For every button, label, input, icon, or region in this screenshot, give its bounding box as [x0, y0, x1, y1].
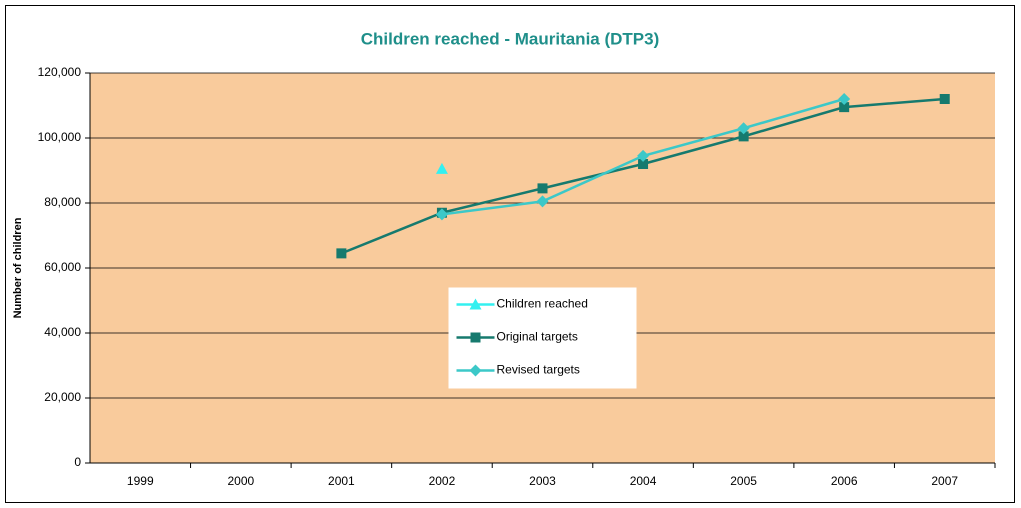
chart-title: Children reached - Mauritania (DTP3) — [361, 29, 660, 48]
y-tick-label: 0 — [74, 455, 81, 469]
marker — [838, 93, 851, 105]
y-tick-label: 120,000 — [38, 65, 82, 79]
marker — [469, 298, 482, 310]
y-tick-label: 100,000 — [38, 130, 82, 144]
x-tick-label: 2003 — [529, 474, 556, 488]
marker — [336, 248, 347, 259]
marker — [737, 122, 750, 135]
legend: Children reached Original targets Revised … — [448, 287, 637, 389]
legend-label: Original targets — [497, 330, 578, 344]
marker — [435, 162, 448, 174]
x-tick-label: 2002 — [429, 474, 456, 488]
marker — [839, 102, 850, 113]
x-tick-label: 2000 — [227, 474, 254, 488]
y-tick-label: 40,000 — [44, 325, 81, 339]
legend-label: Revised targets — [497, 363, 580, 377]
x-tick-label: 2001 — [328, 474, 355, 488]
marker — [939, 94, 950, 104]
marker — [469, 364, 482, 377]
marker — [638, 159, 649, 169]
marker — [537, 183, 548, 194]
x-tick-label: 2004 — [630, 474, 657, 488]
marker — [637, 149, 650, 162]
y-axis-label: Number of children — [12, 217, 24, 318]
y-tick-label: 60,000 — [44, 260, 81, 274]
x-tick-label: 1999 — [127, 474, 154, 488]
marker — [470, 332, 481, 343]
marker — [435, 208, 448, 221]
legend-label: Children reached — [497, 297, 588, 311]
x-tick-label: 2007 — [931, 474, 958, 488]
marker — [738, 131, 749, 142]
y-tick-label: 20,000 — [44, 390, 81, 404]
x-tick-label: 2005 — [730, 474, 757, 488]
y-tick-label: 80,000 — [44, 195, 81, 209]
marker — [536, 195, 549, 208]
x-tick-label: 2006 — [831, 474, 858, 488]
